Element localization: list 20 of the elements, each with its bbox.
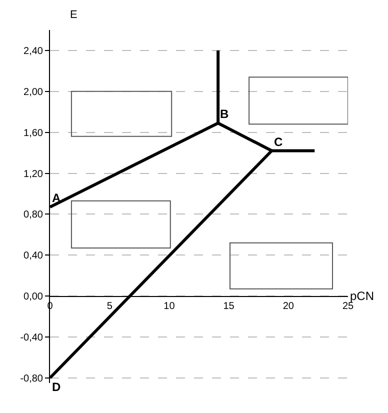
x-tick-label: 10	[164, 301, 176, 312]
annotation: D	[52, 380, 61, 394]
x-tick-label: 20	[282, 301, 294, 312]
y-tick-label: 2,00	[24, 86, 44, 98]
x-tick-label: 25	[342, 301, 354, 312]
y-tick-label: 0,00	[24, 292, 44, 303]
annotation: B	[220, 107, 229, 121]
y-tick-label: 0,40	[24, 250, 44, 262]
y-tick-label: 0,80	[24, 210, 44, 221]
x-tick-label: 5	[106, 301, 113, 312]
y-tick-label: 1,20	[24, 168, 44, 180]
y-axis-title: E	[70, 9, 78, 21]
y-tick-label: 2,40	[24, 46, 44, 57]
y-tick-label: 1,60	[24, 128, 44, 139]
annotation: A	[52, 191, 61, 205]
x-axis-title: pCN	[350, 289, 374, 303]
x-tick-label: 15	[223, 301, 235, 312]
y-tick-label: -0,40	[20, 332, 44, 344]
annotation: C	[274, 135, 283, 149]
y-tick-label: -0,80	[20, 373, 44, 384]
